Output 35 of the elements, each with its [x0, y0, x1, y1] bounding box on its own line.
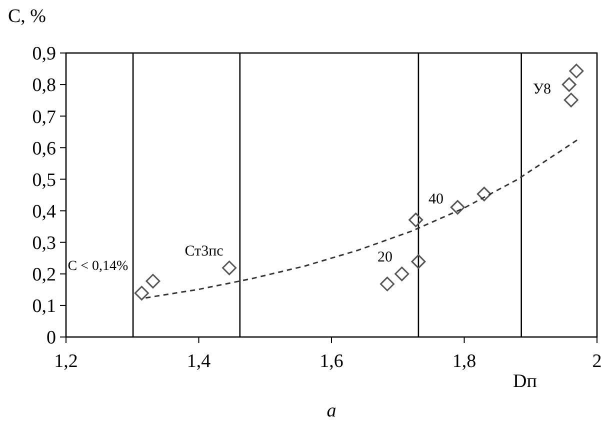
text: а [326, 400, 336, 421]
y-tick-label: 0,4 [32, 201, 56, 222]
point [146, 274, 160, 288]
annotation: C < 0,14% [68, 258, 129, 274]
point [411, 254, 426, 269]
point [380, 276, 395, 292]
y-axis-title: C, % [8, 6, 46, 27]
x-tick-label: 1,6 [320, 351, 344, 372]
point [562, 77, 576, 92]
annotation: 20 [378, 249, 392, 266]
y-tick-label: 0,9 [32, 44, 56, 65]
y-tick-label: 0,3 [32, 232, 56, 254]
y-tick-label: 0,6 [32, 138, 56, 160]
point [408, 212, 424, 228]
x-tick-label: 1,8 [452, 351, 476, 372]
point [564, 92, 578, 108]
annotation: Ст3пс [184, 243, 224, 260]
x-axis-title: Dп [513, 371, 537, 392]
y-tick-label: 0,2 [32, 264, 56, 286]
point [569, 64, 584, 78]
y-tick-label: 0,8 [32, 75, 56, 96]
point [134, 286, 149, 300]
point [450, 200, 465, 215]
y-tick-label: 0 [46, 328, 56, 349]
y-tick-label: 0,7 [32, 106, 56, 128]
point [394, 266, 410, 282]
x-tick-label: 1,4 [186, 351, 212, 372]
y-tick-label: 0,1 [32, 296, 56, 318]
x-tick-label: 1,2 [54, 351, 78, 372]
x-tick-label: 2 [592, 351, 601, 372]
annotation: 40 [428, 191, 444, 208]
point [476, 186, 492, 202]
y-tick-label: 0,5 [32, 170, 56, 191]
annotation: У8 [532, 81, 552, 98]
point [222, 260, 237, 276]
